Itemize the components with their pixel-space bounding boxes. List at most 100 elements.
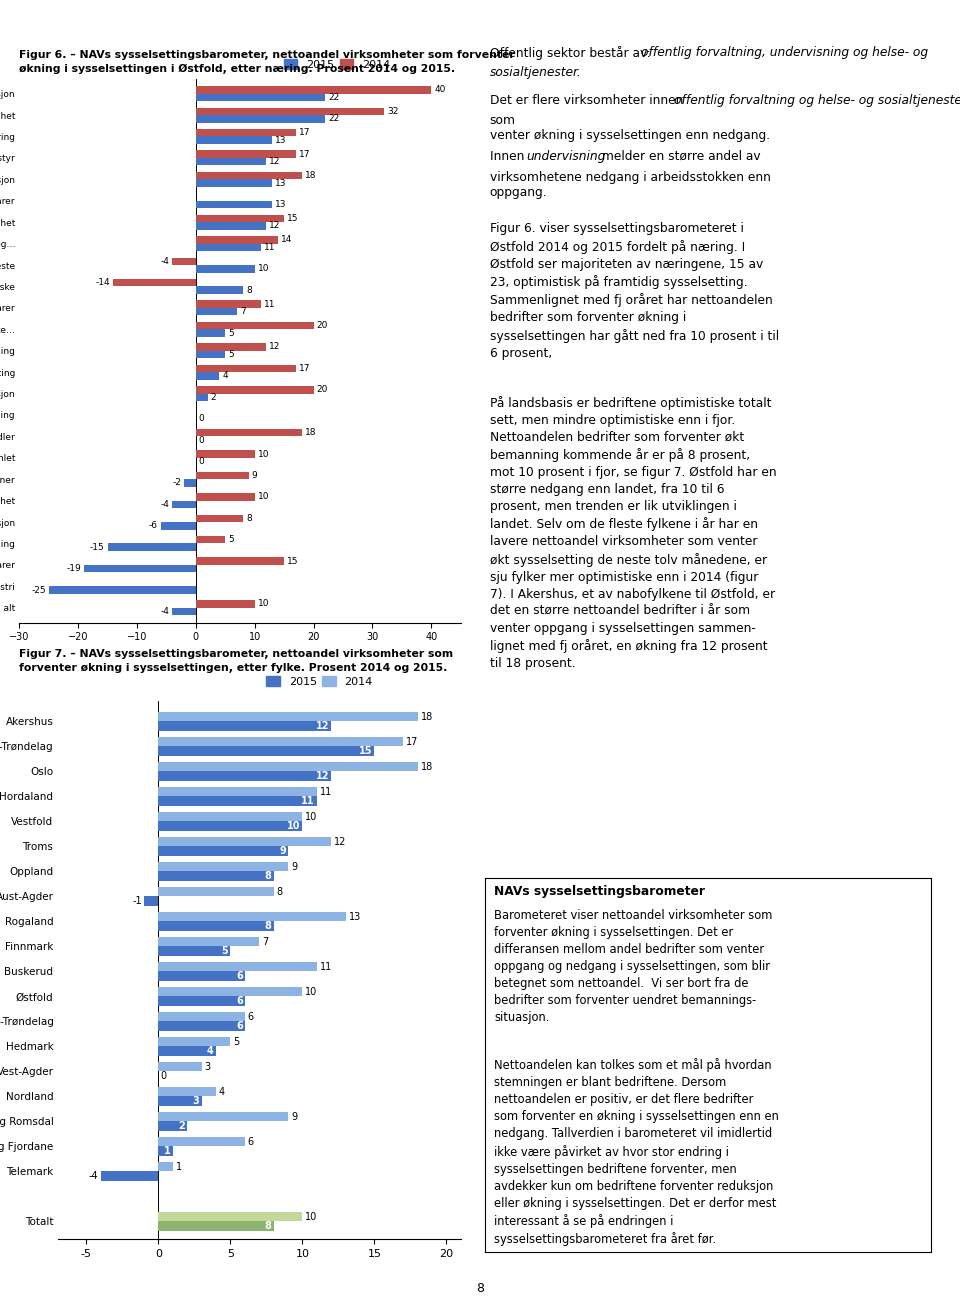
Text: 18: 18 <box>420 712 433 721</box>
Text: -4: -4 <box>89 1171 99 1181</box>
Bar <box>196 151 296 157</box>
Bar <box>158 1211 302 1222</box>
Bar <box>158 847 288 856</box>
Bar <box>158 1087 216 1096</box>
Bar <box>196 450 254 458</box>
Text: 17: 17 <box>406 737 419 747</box>
Text: 7: 7 <box>240 307 246 316</box>
Text: 0: 0 <box>199 458 204 465</box>
Bar <box>196 180 273 187</box>
Bar <box>158 1162 173 1172</box>
Text: 8: 8 <box>276 886 282 897</box>
Bar <box>160 522 196 530</box>
Text: 5: 5 <box>228 329 234 337</box>
Text: 1: 1 <box>164 1146 171 1156</box>
Bar <box>158 712 418 721</box>
Bar <box>158 836 331 847</box>
Text: 8: 8 <box>476 1282 484 1295</box>
Text: 10: 10 <box>305 1211 318 1222</box>
Text: 32: 32 <box>387 106 398 115</box>
Bar <box>196 265 254 273</box>
Text: Offentlig sektor består av:: Offentlig sektor består av: <box>490 46 654 60</box>
Bar <box>184 480 196 486</box>
Text: 10: 10 <box>305 812 318 822</box>
Bar <box>158 987 302 996</box>
Bar <box>158 1062 202 1071</box>
Bar <box>196 557 284 565</box>
Text: 10: 10 <box>257 599 269 608</box>
Bar <box>196 157 267 165</box>
Bar <box>196 201 273 208</box>
Text: melder en større andel av: melder en større andel av <box>598 149 760 163</box>
Text: -15: -15 <box>90 543 105 552</box>
Text: 10: 10 <box>257 493 269 501</box>
Text: offentlig forvaltning, undervisning og helse- og: offentlig forvaltning, undervisning og h… <box>641 46 928 59</box>
Text: økning i sysselsettingen i Østfold, etter næring. Prosent 2014 og 2015.: økning i sysselsettingen i Østfold, ette… <box>19 64 455 75</box>
Text: -19: -19 <box>66 564 81 573</box>
Text: -4: -4 <box>160 499 169 509</box>
Bar <box>158 1121 187 1131</box>
Text: 10: 10 <box>257 265 269 273</box>
Bar <box>158 1037 230 1046</box>
Legend: 2015, 2014: 2015, 2014 <box>262 673 377 692</box>
Bar <box>144 897 158 906</box>
Bar <box>158 922 274 931</box>
Text: 18: 18 <box>420 762 433 772</box>
Text: 6: 6 <box>236 996 243 1006</box>
Text: 11: 11 <box>264 243 276 252</box>
Text: NAVs sysselsettingsbarometer: NAVs sysselsettingsbarometer <box>494 885 706 898</box>
Text: virksomhetene nedgang i arbeidsstokken enn
oppgang.: virksomhetene nedgang i arbeidsstokken e… <box>490 170 771 199</box>
Text: 40: 40 <box>434 85 445 94</box>
Bar <box>196 536 226 544</box>
Text: 7: 7 <box>262 936 269 947</box>
Bar <box>196 472 249 480</box>
Text: 8: 8 <box>265 922 272 931</box>
Text: 9: 9 <box>291 1112 297 1122</box>
Text: 18: 18 <box>304 170 316 180</box>
Bar <box>158 1137 245 1146</box>
Bar <box>158 1046 216 1055</box>
Bar <box>158 812 302 822</box>
Bar <box>196 321 314 329</box>
Bar <box>158 996 245 1006</box>
Text: 5: 5 <box>228 535 234 544</box>
Bar <box>172 501 196 509</box>
Text: 0: 0 <box>160 1071 167 1082</box>
Bar <box>49 586 196 594</box>
Bar <box>158 796 317 806</box>
Text: 17: 17 <box>299 149 310 159</box>
Text: 17: 17 <box>299 364 310 372</box>
Text: 18: 18 <box>304 429 316 437</box>
Text: Innen: Innen <box>490 149 528 163</box>
Bar <box>196 343 267 351</box>
Text: 2: 2 <box>179 1121 185 1131</box>
Bar <box>196 93 325 101</box>
Text: 1: 1 <box>176 1162 181 1172</box>
Text: Nettoandelen kan tolkes som et mål på hvordan
stemningen er blant bedriftene. De: Nettoandelen kan tolkes som et mål på hv… <box>494 1058 780 1247</box>
Bar <box>158 822 302 831</box>
Bar <box>158 971 245 981</box>
Bar <box>158 737 403 746</box>
Bar <box>158 721 331 732</box>
Text: 12: 12 <box>270 157 281 166</box>
Bar <box>196 385 314 393</box>
Text: 13: 13 <box>276 201 287 208</box>
Text: 13: 13 <box>276 136 287 144</box>
Bar <box>196 351 226 358</box>
Text: 12: 12 <box>270 222 281 231</box>
Text: -6: -6 <box>149 522 157 531</box>
Legend: 2015, 2014: 2015, 2014 <box>279 54 395 73</box>
Bar <box>108 544 196 551</box>
Text: 8: 8 <box>246 286 252 295</box>
Bar <box>196 215 284 222</box>
Bar <box>196 222 267 229</box>
Bar <box>158 1021 245 1030</box>
Bar <box>158 746 374 756</box>
Bar <box>158 762 418 771</box>
Text: Figur 6. viser sysselsettingsbarometeret i
Østfold 2014 og 2015 fordelt på nærin: Figur 6. viser sysselsettingsbarometeret… <box>490 223 779 359</box>
Text: 22: 22 <box>328 114 340 123</box>
Text: 5: 5 <box>222 947 228 956</box>
Text: 4: 4 <box>219 1087 225 1096</box>
Text: 12: 12 <box>316 771 329 781</box>
Text: som
venter økning i sysselsettingen enn nedgang.: som venter økning i sysselsettingen enn … <box>490 114 770 143</box>
